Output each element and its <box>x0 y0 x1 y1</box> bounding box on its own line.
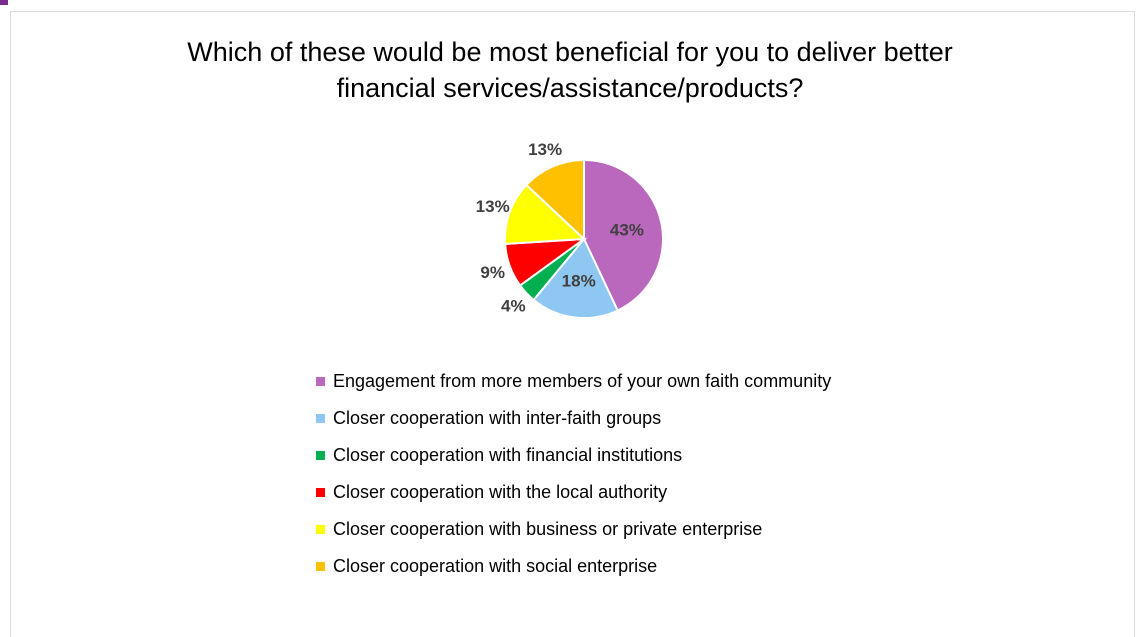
legend-label-5: Closer cooperation with social enterpris… <box>333 556 658 576</box>
data-label-2: 4% <box>501 296 526 315</box>
data-label-1: 18% <box>562 272 596 291</box>
legend-swatch-2 <box>316 451 325 460</box>
legend-swatch-5 <box>316 562 325 571</box>
chart-title-line-2: financial services/assistance/products? <box>336 73 804 103</box>
legend-swatch-3 <box>316 488 325 497</box>
legend-label-0: Engagement from more members of your own… <box>333 371 832 391</box>
legend-item-3: Closer cooperation with the local author… <box>316 474 831 511</box>
chart-title: Which of these would be most beneficial … <box>0 34 1140 106</box>
legend-item-5: Closer cooperation with social enterpris… <box>316 548 831 585</box>
legend-item-1: Closer cooperation with inter-faith grou… <box>316 400 831 437</box>
pie-slice-1 <box>532 237 619 319</box>
legend-label-3: Closer cooperation with the local author… <box>333 482 668 502</box>
legend-swatch-1 <box>316 414 325 423</box>
legend-swatch-0 <box>316 377 325 386</box>
data-label-3: 9% <box>480 263 505 282</box>
legend-item-0: Engagement from more members of your own… <box>316 363 831 400</box>
chart-title-line-1: Which of these would be most beneficial … <box>187 37 953 67</box>
legend-label-1: Closer cooperation with inter-faith grou… <box>333 408 662 428</box>
data-label-0: 43% <box>610 220 644 239</box>
legend-item-2: Closer cooperation with financial instit… <box>316 437 831 474</box>
legend-swatch-4 <box>316 525 325 534</box>
chart-legend: Engagement from more members of your own… <box>316 363 831 585</box>
legend-label-4: Closer cooperation with business or priv… <box>333 519 763 539</box>
legend-label-2: Closer cooperation with financial instit… <box>333 445 683 465</box>
legend-item-4: Closer cooperation with business or priv… <box>316 511 831 548</box>
pie-slice-5 <box>524 158 585 242</box>
corner-marker <box>0 0 8 5</box>
chart-area <box>10 11 1135 637</box>
pie-slice-0 <box>583 158 664 312</box>
data-label-5: 13% <box>528 140 562 159</box>
pie-slice-4 <box>504 183 587 246</box>
data-label-4: 13% <box>476 197 510 216</box>
